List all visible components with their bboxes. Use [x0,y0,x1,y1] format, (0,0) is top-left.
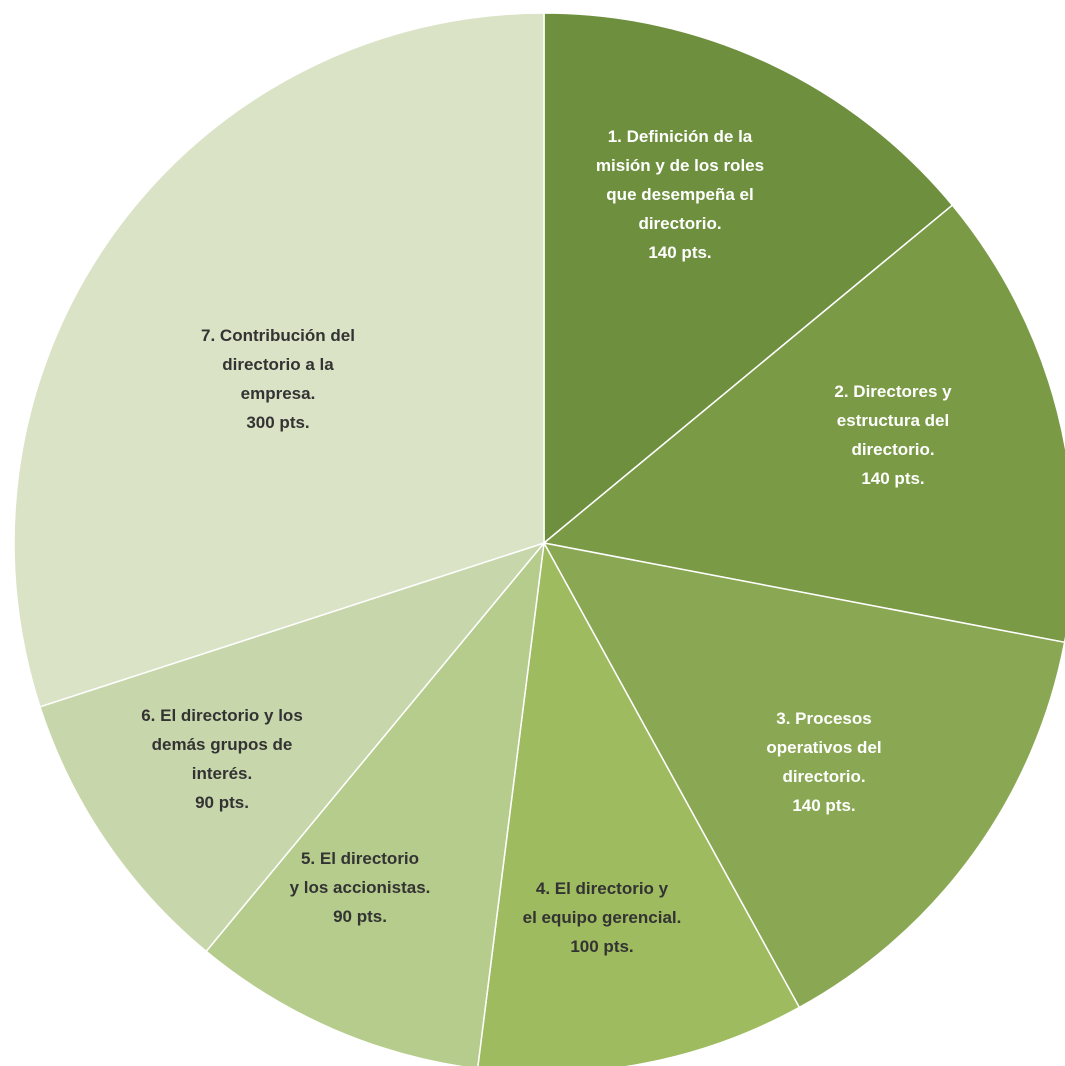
slice-label-3-line: 140 pts. [792,796,855,815]
pie-slice-5 [205,540,546,1066]
pie-slice-1 [543,12,954,545]
slice-label-2-line: directorio. [851,440,934,459]
slice-label-1-line: misión y de los roles [596,156,764,175]
slice-label-2-line: 2. Directores y [834,382,952,401]
slice-label-6-line: 6. El directorio y los [141,706,303,725]
slice-label-7-line: 7. Contribución del [201,326,355,345]
pie-slice-4 [477,540,801,1066]
slice-label-2: 2. Directores y estructura del directorio.… [834,382,952,488]
slice-label-3: 3. Procesos operativos del directorio. 140 … [766,709,881,815]
slice-label-6-line: demás grupos de [152,735,293,754]
slice-label-3-line: 3. Procesos [776,709,871,728]
slice-label-3-line: directorio. [782,767,865,786]
slice-label-4-line: el equipo gerencial. [523,908,682,927]
slice-label-1: 1. Definición de la misión y de los roles… [596,127,764,262]
slice-label-1-line: que desempeña el [606,185,753,204]
slice-label-7-line: directorio a la [222,355,334,374]
slice-label-7: 7. Contribución del directorio a la empres… [201,326,355,432]
slice-label-1-line: directorio. [638,214,721,233]
slice-label-6-line: 90 pts. [195,793,249,812]
pie-slice-7 [13,12,545,708]
slice-label-5: 5. El directorio y los accionistas. 90 pts… [290,849,431,926]
slice-label-4: 4. El directorio y el equipo gerencial. 10… [523,879,682,956]
slice-label-4-line: 4. El directorio y [536,879,669,898]
pie-slice-6 [38,541,547,953]
slice-label-3-line: operativos del [766,738,881,757]
slice-label-1-line: 140 pts. [648,243,711,262]
slice-label-5-line: 90 pts. [333,907,387,926]
slice-label-5-line: y los accionistas. [290,878,431,897]
slice-label-7-line: empresa. [241,384,316,403]
slice-label-5-line: 5. El directorio [301,849,419,868]
slice-label-7-line: 300 pts. [246,413,309,432]
pie-labels: 1. Definición de la misión y de los roles… [141,127,952,956]
slice-label-6: 6. El directorio y los demás grupos de int… [141,706,303,812]
pie-slices [13,12,1065,1066]
slice-label-2-line: estructura del [837,411,949,430]
pie-slice-2 [542,204,1065,644]
pie-slice-3 [542,541,1065,1009]
slice-label-4-line: 100 pts. [570,937,633,956]
slice-label-1-line: 1. Definición de la [608,127,753,146]
slice-label-6-line: interés. [192,764,252,783]
slice-label-2-line: 140 pts. [861,469,924,488]
